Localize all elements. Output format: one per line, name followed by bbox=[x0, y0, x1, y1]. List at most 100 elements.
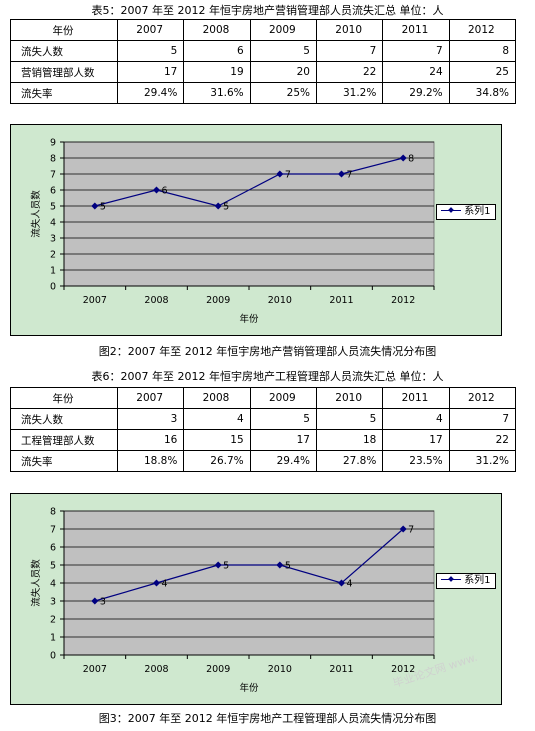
header-cell: 2008 bbox=[183, 19, 251, 41]
table-cell: 5 bbox=[315, 408, 384, 430]
header-cell: 2011 bbox=[382, 19, 450, 41]
table-cell: 29.4% bbox=[116, 82, 185, 104]
table5-header-row: 年份 2007 2008 2009 2010 2011 2012 bbox=[10, 19, 517, 41]
y-tick-label: 3 bbox=[50, 597, 56, 608]
chart-engineering: 0 1 2 3 4 5 6 7 8 2007 2008 2009 2010 2011 2012 年份 流失人员数… bbox=[10, 493, 502, 705]
data-point bbox=[152, 186, 161, 194]
y-axis-label: 流失人员数 bbox=[30, 190, 42, 238]
table-row: 流失人数 3 4 5 5 4 7 bbox=[10, 408, 517, 430]
table5-caption: 表5：2007 年至 2012 年恒宇房地产营销管理部人员流失汇总 单位：人 bbox=[91, 4, 444, 17]
y-tick-label: 2 bbox=[50, 250, 56, 261]
table-row: 流失人数 5 6 5 7 7 8 bbox=[10, 40, 517, 62]
table-cell: 34.8% bbox=[448, 82, 517, 104]
data-label: 7 bbox=[285, 170, 291, 181]
legend-line-icon bbox=[441, 207, 461, 215]
series-line bbox=[94, 528, 404, 602]
data-point bbox=[214, 202, 222, 210]
x-tick-label: 2010 bbox=[268, 295, 292, 306]
data-point bbox=[337, 170, 346, 178]
table-cell: 4 bbox=[183, 408, 251, 430]
header-cell: 2012 bbox=[448, 19, 517, 41]
y-tick-label: 8 bbox=[50, 154, 56, 165]
table-cell: 7 bbox=[448, 408, 517, 430]
table-cell: 4 bbox=[382, 408, 450, 430]
data-label: 6 bbox=[162, 186, 168, 197]
legend-label: 系列1 bbox=[464, 206, 491, 217]
table-cell: 3 bbox=[116, 408, 185, 430]
row-label: 流失率 bbox=[10, 450, 118, 472]
row-label: 工程管理部人数 bbox=[10, 429, 118, 451]
table-cell: 19 bbox=[183, 61, 251, 83]
table-cell: 17 bbox=[116, 61, 185, 83]
x-tick-label: 2011 bbox=[329, 664, 353, 675]
header-cell: 年份 bbox=[10, 19, 118, 41]
header-cell: 2010 bbox=[315, 19, 384, 41]
x-axis-label: 年份 bbox=[239, 313, 259, 325]
header-cell: 2009 bbox=[249, 19, 317, 41]
table-cell: 22 bbox=[448, 429, 517, 451]
header-cell: 2008 bbox=[183, 387, 251, 409]
table-cell: 25 bbox=[448, 61, 517, 83]
header-cell: 2007 bbox=[116, 387, 185, 409]
table-cell: 20 bbox=[249, 61, 317, 83]
legend: 系列1 bbox=[436, 573, 496, 589]
figure2-caption: 图2：2007 年至 2012 年恒宇房地产营销管理部人员流失情况分布图 bbox=[98, 345, 437, 358]
table-cell: 25% bbox=[249, 82, 317, 104]
y-tick-label: 0 bbox=[50, 651, 56, 662]
row-label: 流失人数 bbox=[10, 408, 118, 430]
y-tick-label: 5 bbox=[50, 561, 56, 572]
data-point bbox=[399, 525, 407, 533]
x-tick-label: 2012 bbox=[391, 664, 415, 675]
data-point bbox=[399, 154, 407, 162]
x-tick-label: 2012 bbox=[391, 295, 415, 306]
series-line bbox=[94, 157, 404, 207]
table6: 年份 2007 2008 2009 2010 2011 2012 流失人数 3 … bbox=[10, 387, 517, 472]
x-tick-label: 2009 bbox=[206, 664, 230, 675]
data-label: 5 bbox=[100, 202, 106, 213]
table-cell: 6 bbox=[183, 40, 251, 62]
data-label: 7 bbox=[347, 170, 353, 181]
legend-label: 系列1 bbox=[464, 575, 491, 586]
row-label: 营销管理部人数 bbox=[10, 61, 118, 83]
table-cell: 24 bbox=[382, 61, 450, 83]
y-tick-label: 6 bbox=[50, 543, 56, 554]
x-tick-label: 2011 bbox=[329, 295, 353, 306]
y-tick-label: 5 bbox=[50, 202, 56, 213]
row-label: 流失率 bbox=[10, 82, 118, 104]
y-tick-label: 4 bbox=[50, 579, 56, 590]
y-tick-label: 1 bbox=[50, 266, 56, 277]
table-cell: 22 bbox=[315, 61, 384, 83]
header-cell: 2012 bbox=[448, 387, 517, 409]
figure3-caption: 图3：2007 年至 2012 年恒宇房地产工程管理部人员流失情况分布图 bbox=[98, 712, 437, 725]
table-cell: 18 bbox=[315, 429, 384, 451]
y-tick-label: 2 bbox=[50, 615, 56, 626]
data-point bbox=[337, 579, 346, 587]
header-cell: 2009 bbox=[249, 387, 317, 409]
table-cell: 7 bbox=[315, 40, 384, 62]
header-cell: 年份 bbox=[10, 387, 118, 409]
data-label: 5 bbox=[285, 561, 291, 572]
y-tick-label: 0 bbox=[50, 282, 56, 293]
table-row: 营销管理部人数 17 19 20 22 24 25 bbox=[10, 61, 517, 83]
y-tick-label: 4 bbox=[50, 218, 56, 229]
table-cell: 16 bbox=[116, 429, 185, 451]
y-tick-label: 7 bbox=[50, 525, 56, 536]
x-tick-label: 2010 bbox=[268, 664, 292, 675]
y-axis-label: 流失人员数 bbox=[30, 559, 42, 607]
header-cell: 2007 bbox=[116, 19, 185, 41]
data-label: 7 bbox=[408, 525, 414, 536]
y-tick-label: 1 bbox=[50, 633, 56, 644]
table-cell: 5 bbox=[249, 40, 317, 62]
table-cell: 15 bbox=[183, 429, 251, 451]
x-tick-label: 2008 bbox=[144, 295, 168, 306]
table-cell: 29.2% bbox=[382, 82, 450, 104]
data-label: 4 bbox=[162, 579, 168, 590]
chart-marketing-svg: 0 1 2 3 4 5 6 7 8 9 2007 2008 2009 2010 2011 2012 年份 流失人员… bbox=[30, 138, 435, 325]
data-label: 8 bbox=[408, 154, 414, 165]
table-cell: 8 bbox=[448, 40, 517, 62]
table-cell: 7 bbox=[382, 40, 450, 62]
data-point bbox=[91, 597, 99, 605]
chart-engineering-svg: 0 1 2 3 4 5 6 7 8 2007 2008 2009 2010 2011 2012 年份 流失人员数… bbox=[30, 507, 435, 694]
x-tick-label: 2009 bbox=[206, 295, 230, 306]
data-label: 5 bbox=[223, 561, 229, 572]
